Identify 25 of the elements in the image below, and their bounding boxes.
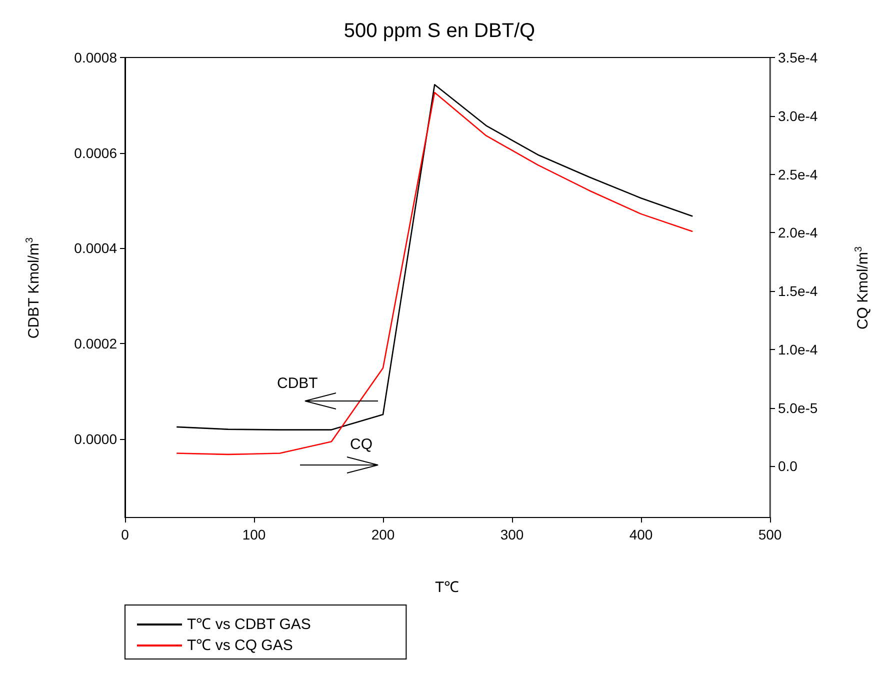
- y2-tick-label: 3.5e-4: [778, 50, 818, 66]
- y2-tick-label: 1.0e-4: [778, 341, 818, 358]
- x-tick-label: 400: [629, 526, 653, 542]
- x-tick-label: 200: [371, 526, 395, 542]
- y-tick-label: 0.0006: [74, 144, 118, 161]
- legend-label: T℃ vs CQ GAS: [187, 637, 293, 654]
- y-tick-label: 0.0004: [74, 240, 118, 256]
- x-axis-title: T℃: [435, 578, 460, 596]
- y-tick-label: 0.0000: [74, 430, 118, 447]
- chart-title: 500 ppm S en DBT/Q: [344, 20, 536, 42]
- x-tick-label: 100: [242, 526, 266, 542]
- y2-tick-label: 2.5e-4: [778, 166, 818, 182]
- x-tick-label: 500: [758, 526, 782, 542]
- x-tick-label: 0: [121, 526, 130, 542]
- y2-tick-label: 2.0e-4: [778, 224, 818, 241]
- y-tick-label: 0.0008: [74, 50, 118, 66]
- y2-tick-label: 1.5e-4: [778, 283, 818, 300]
- y2-tick-label: 0.0: [778, 458, 798, 474]
- y2-tick-label: 3.0e-4: [778, 108, 818, 124]
- annotation: CQ: [350, 436, 372, 453]
- legend-label: T℃ vs CDBT GAS: [187, 616, 311, 633]
- y2-tick-label: 5.0e-5: [778, 400, 818, 416]
- y-tick-label: 0.0002: [74, 336, 118, 352]
- annotation: CDBT: [277, 375, 318, 392]
- x-tick-label: 300: [500, 526, 524, 542]
